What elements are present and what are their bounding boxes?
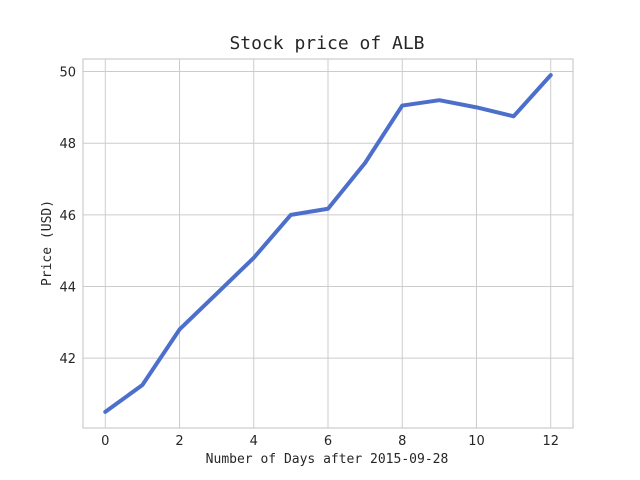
- y-tick-label: 42: [59, 352, 76, 367]
- x-axis-label: Number of Days after 2015-09-28: [206, 452, 449, 467]
- y-tick-label: 44: [59, 280, 76, 295]
- x-tick-label: 8: [398, 434, 406, 449]
- x-tick-label: 6: [324, 434, 332, 449]
- y-tick-label: 46: [59, 209, 76, 224]
- x-tick-label: 12: [542, 434, 559, 449]
- x-tick-label: 4: [250, 434, 258, 449]
- x-tick-labels: 0 2 4 6 8 10 12: [101, 434, 559, 449]
- y-grid-lines: [83, 71, 573, 359]
- x-tick-label: 2: [175, 434, 183, 449]
- plot-area-frame: [82, 58, 574, 429]
- x-grid-lines: [104, 59, 552, 428]
- y-tick-label: 48: [59, 137, 76, 152]
- y-tick-label: 50: [59, 66, 76, 81]
- y-tick-labels: 42 44 46 48 50: [59, 66, 76, 368]
- chart-title: Stock price of ALB: [229, 33, 424, 54]
- x-tick-label: 0: [101, 434, 109, 449]
- price-line: [103, 73, 553, 414]
- x-tick-label: 10: [468, 434, 485, 449]
- y-axis-label: Price (USD): [40, 200, 55, 286]
